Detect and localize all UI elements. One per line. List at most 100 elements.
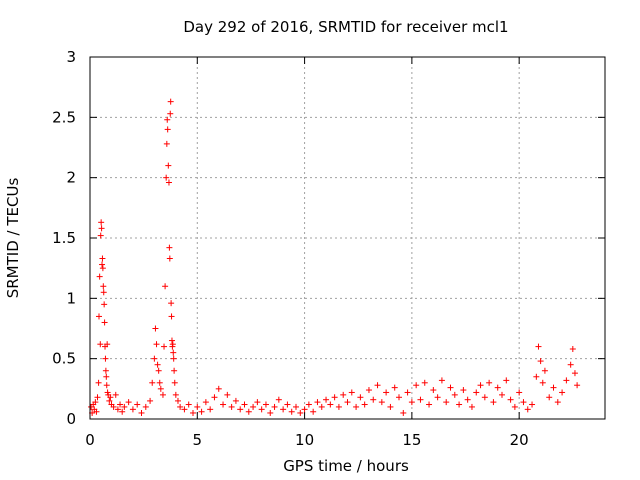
data-point [95,379,102,386]
x-tick-label: 0 [85,431,95,449]
data-point [305,401,312,408]
data-point [370,396,377,403]
y-tick-label: 2.5 [52,108,76,126]
data-point [275,396,282,403]
data-point [481,394,488,401]
y-tick-label: 2 [66,169,76,187]
data-point [262,401,269,408]
data-point [571,370,578,377]
data-point [318,403,325,410]
data-point [164,116,171,123]
data-point [353,403,360,410]
data-point [520,399,527,406]
data-point [361,401,368,408]
data-point [97,341,104,348]
data-point [396,394,402,401]
data-point [559,389,566,396]
data-point [574,382,581,389]
data-point [250,403,257,410]
data-point [154,361,161,368]
data-point [378,399,385,406]
data-point [102,367,109,374]
data-point [447,384,454,391]
data-point [202,399,209,406]
data-point [365,387,372,394]
data-points [88,98,581,416]
data-point [254,399,261,406]
data-point [335,403,342,410]
data-point [169,341,176,348]
data-point [211,394,218,401]
data-point [207,406,214,413]
data-point [288,408,295,415]
data-point [101,319,108,326]
data-point [327,401,334,408]
y-tick-label: 1.5 [52,229,76,247]
x-tick-label: 5 [193,431,203,449]
data-point [96,273,103,280]
data-point [340,391,347,398]
data-point [119,408,126,415]
x-tick-label: 20 [510,431,529,449]
data-point [168,337,175,344]
data-point [98,219,105,226]
x-axis-label: GPS time / hours [283,457,409,475]
data-point [100,289,107,296]
chart-title: Day 292 of 2016, SRMTID for receiver mcl… [183,18,508,36]
data-point [166,244,173,251]
data-point [114,406,121,413]
data-point [237,406,244,413]
data-point [391,384,398,391]
y-axis-label: SRMTID / TECUs [4,178,22,299]
data-point [284,401,291,408]
data-point [155,367,162,374]
data-point [167,110,174,117]
data-point [511,403,518,410]
data-point [550,384,557,391]
data-point [107,394,114,401]
data-point [417,396,424,403]
data-point [106,397,113,404]
data-point [112,391,119,398]
data-point [434,394,441,401]
data-point [438,377,445,384]
data-point [93,408,100,415]
data-point [468,403,475,410]
data-point [103,382,110,389]
data-point [153,341,160,348]
data-point [125,399,132,406]
data-point [533,373,540,380]
y-tick-label: 3 [66,48,76,66]
data-point [166,255,173,262]
data-point [563,377,570,384]
data-point [348,389,355,396]
data-point [134,401,141,408]
data-point [539,379,546,386]
data-point [507,396,514,403]
data-point [404,389,411,396]
data-point [177,403,184,410]
data-point [167,98,174,105]
data-point [499,391,505,398]
data-point [142,403,149,410]
data-point [241,401,248,408]
data-point [451,391,458,398]
data-point [165,162,172,169]
data-point [99,261,106,268]
data-point [301,406,308,413]
data-point [152,325,159,332]
data-point [156,379,163,386]
data-point [400,409,407,416]
data-point [413,382,420,389]
data-point [102,355,109,362]
data-point [171,379,178,386]
data-point [228,403,235,410]
data-point [546,394,553,401]
data-point [97,232,104,239]
data-point [537,358,544,365]
data-point [387,403,394,410]
data-point [494,384,501,391]
data-point [99,255,106,262]
data-point [344,399,351,406]
